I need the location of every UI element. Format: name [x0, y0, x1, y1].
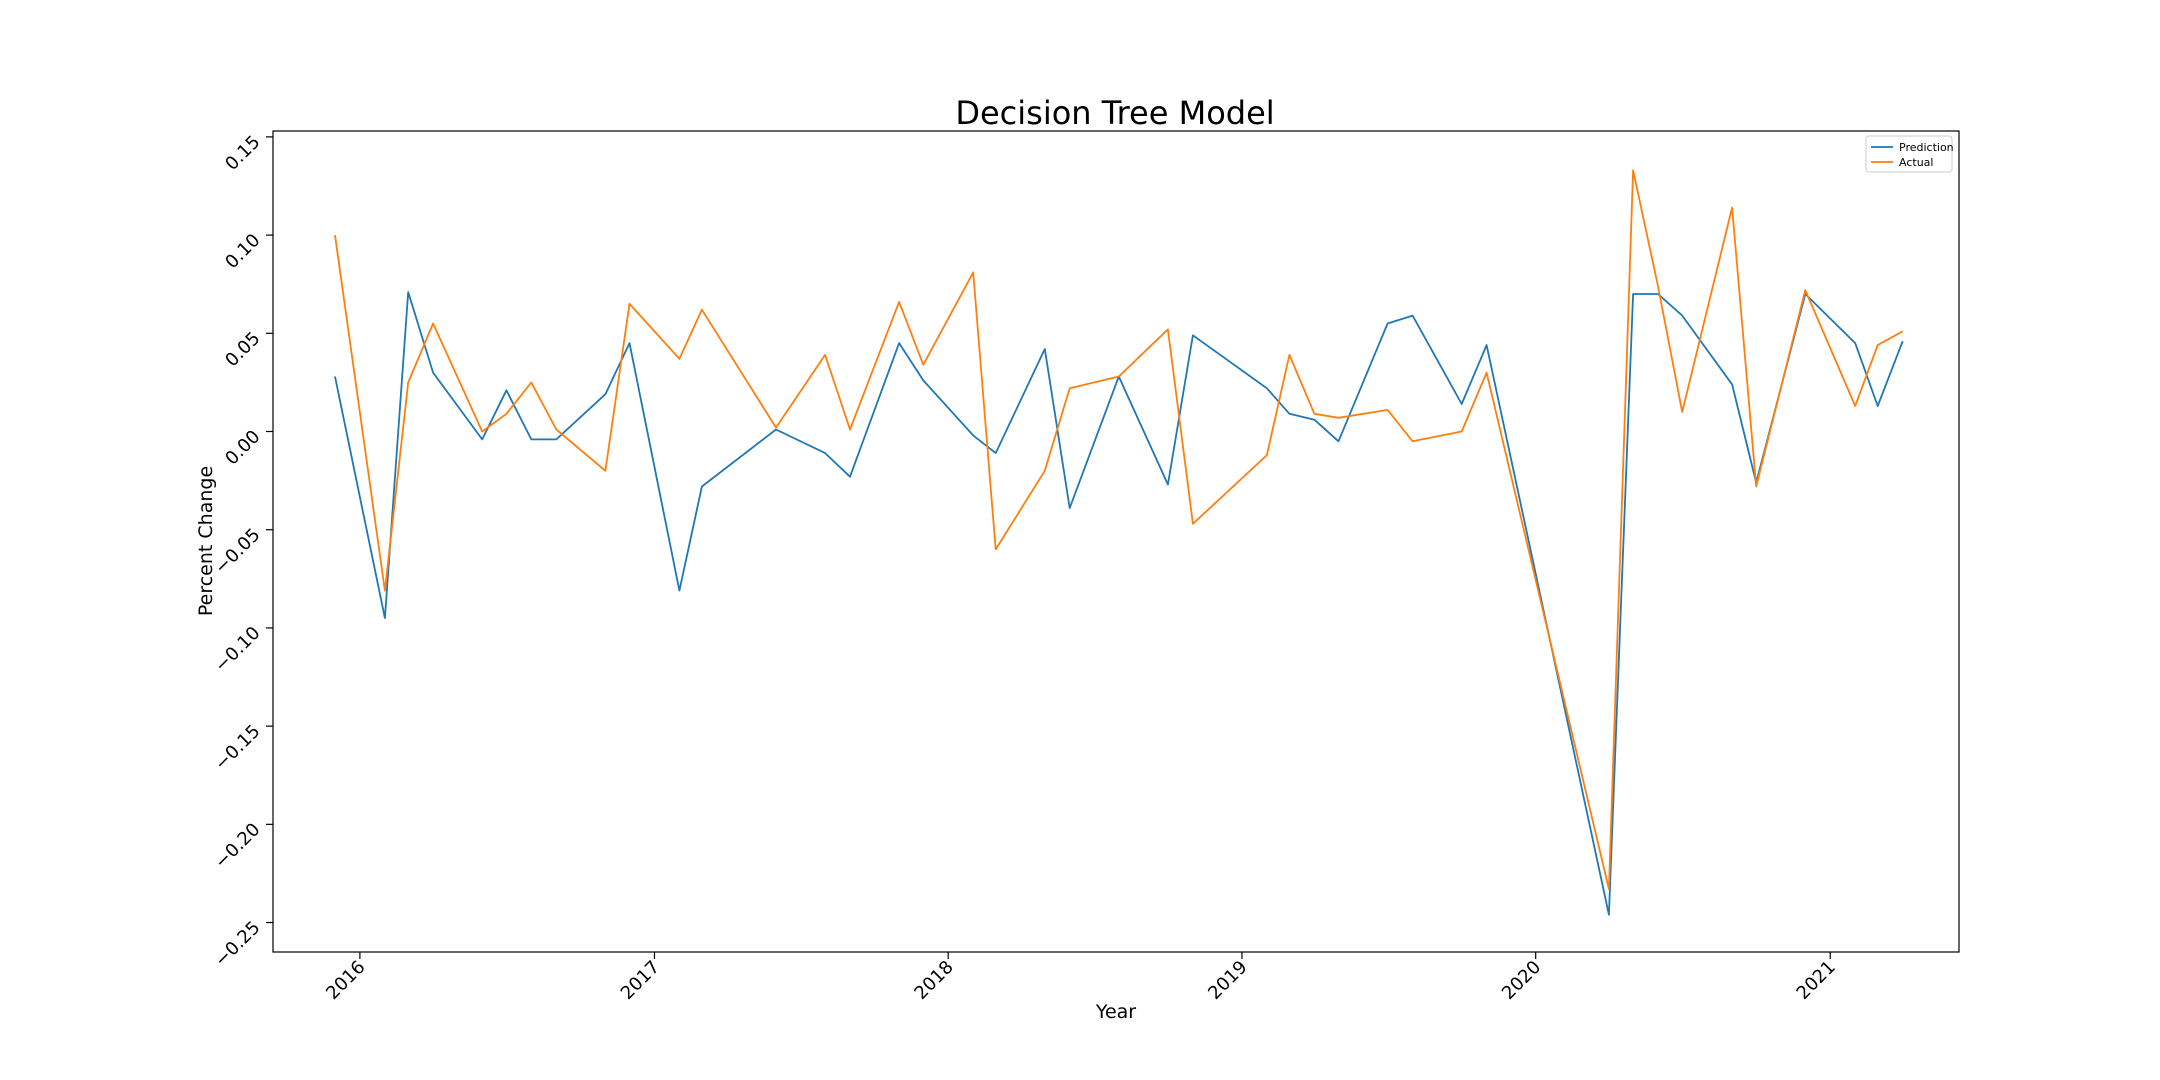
- y-axis-label: Percent Change: [195, 466, 217, 616]
- legend-label-actual: Actual: [1899, 156, 1933, 169]
- legend-box: [1865, 135, 1953, 173]
- legend: Prediction Actual: [1865, 135, 1954, 173]
- x-axis-label: Year: [1095, 1001, 1136, 1023]
- series-line-prediction: [334, 291, 1904, 916]
- legend-label-prediction: Prediction: [1899, 141, 1954, 154]
- series-line-actual: [334, 169, 1904, 890]
- plot-area: [334, 169, 1904, 916]
- chart-title: Decision Tree Model: [955, 94, 1274, 132]
- plot-frame: [272, 130, 1960, 953]
